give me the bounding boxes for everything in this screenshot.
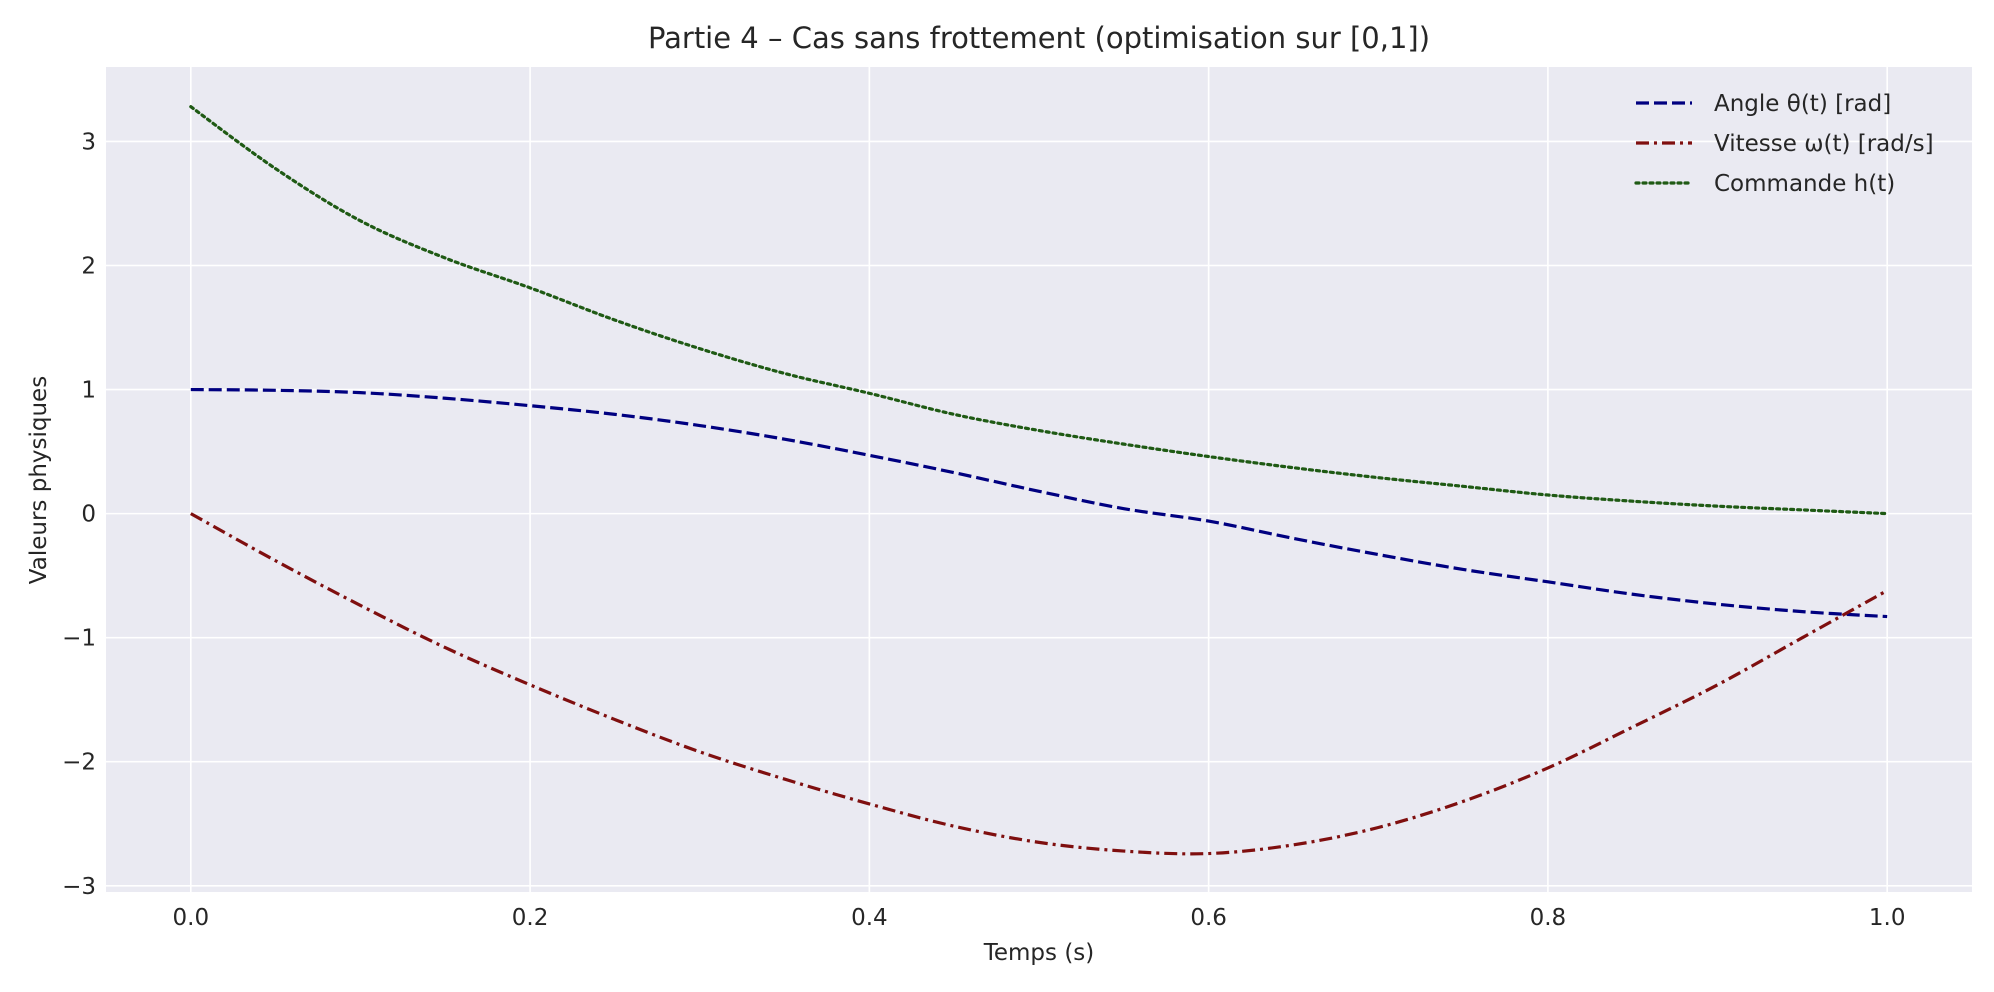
legend-label-2: Commande h(t) bbox=[1714, 171, 1895, 197]
x-tick-label: 1.0 bbox=[1869, 905, 1906, 931]
legend-label-0: Angle θ(t) [rad] bbox=[1714, 91, 1891, 117]
y-tick-label: 2 bbox=[81, 253, 96, 279]
x-tick-label: 0.6 bbox=[1190, 905, 1227, 931]
y-tick-label: 1 bbox=[81, 378, 96, 404]
y-axis-label: Valeurs physiques bbox=[26, 376, 52, 584]
x-tick-label: 0.4 bbox=[851, 905, 888, 931]
y-tick-labels: −3 −2 −1 0 1 2 3 bbox=[62, 129, 96, 899]
series-line-1 bbox=[190, 512, 1888, 856]
x-axis-label: Temps (s) bbox=[983, 940, 1095, 966]
series-lines bbox=[189, 105, 1889, 856]
grid-lines bbox=[106, 67, 1972, 892]
x-tick-label: 0.8 bbox=[1530, 905, 1567, 931]
series-line-2 bbox=[189, 105, 1889, 516]
legend-label-1: Vitesse ω(t) [rad/s] bbox=[1714, 131, 1934, 157]
y-tick-label: −1 bbox=[62, 626, 96, 652]
chart-title: Partie 4 – Cas sans frottement (optimisa… bbox=[648, 21, 1430, 55]
legend: Angle θ(t) [rad] Vitesse ω(t) [rad/s] Comm… bbox=[1634, 91, 1934, 197]
series-line-0 bbox=[190, 387, 1888, 619]
y-tick-label: 3 bbox=[81, 129, 96, 155]
x-tick-labels: 0.0 0.2 0.4 0.6 0.8 1.0 bbox=[173, 905, 1906, 931]
y-tick-label: −3 bbox=[62, 874, 96, 900]
y-tick-label: 0 bbox=[81, 502, 96, 528]
x-tick-label: 0.2 bbox=[512, 905, 549, 931]
x-tick-label: 0.0 bbox=[173, 905, 210, 931]
y-tick-label: −2 bbox=[62, 750, 96, 776]
plot-area bbox=[106, 67, 1972, 892]
